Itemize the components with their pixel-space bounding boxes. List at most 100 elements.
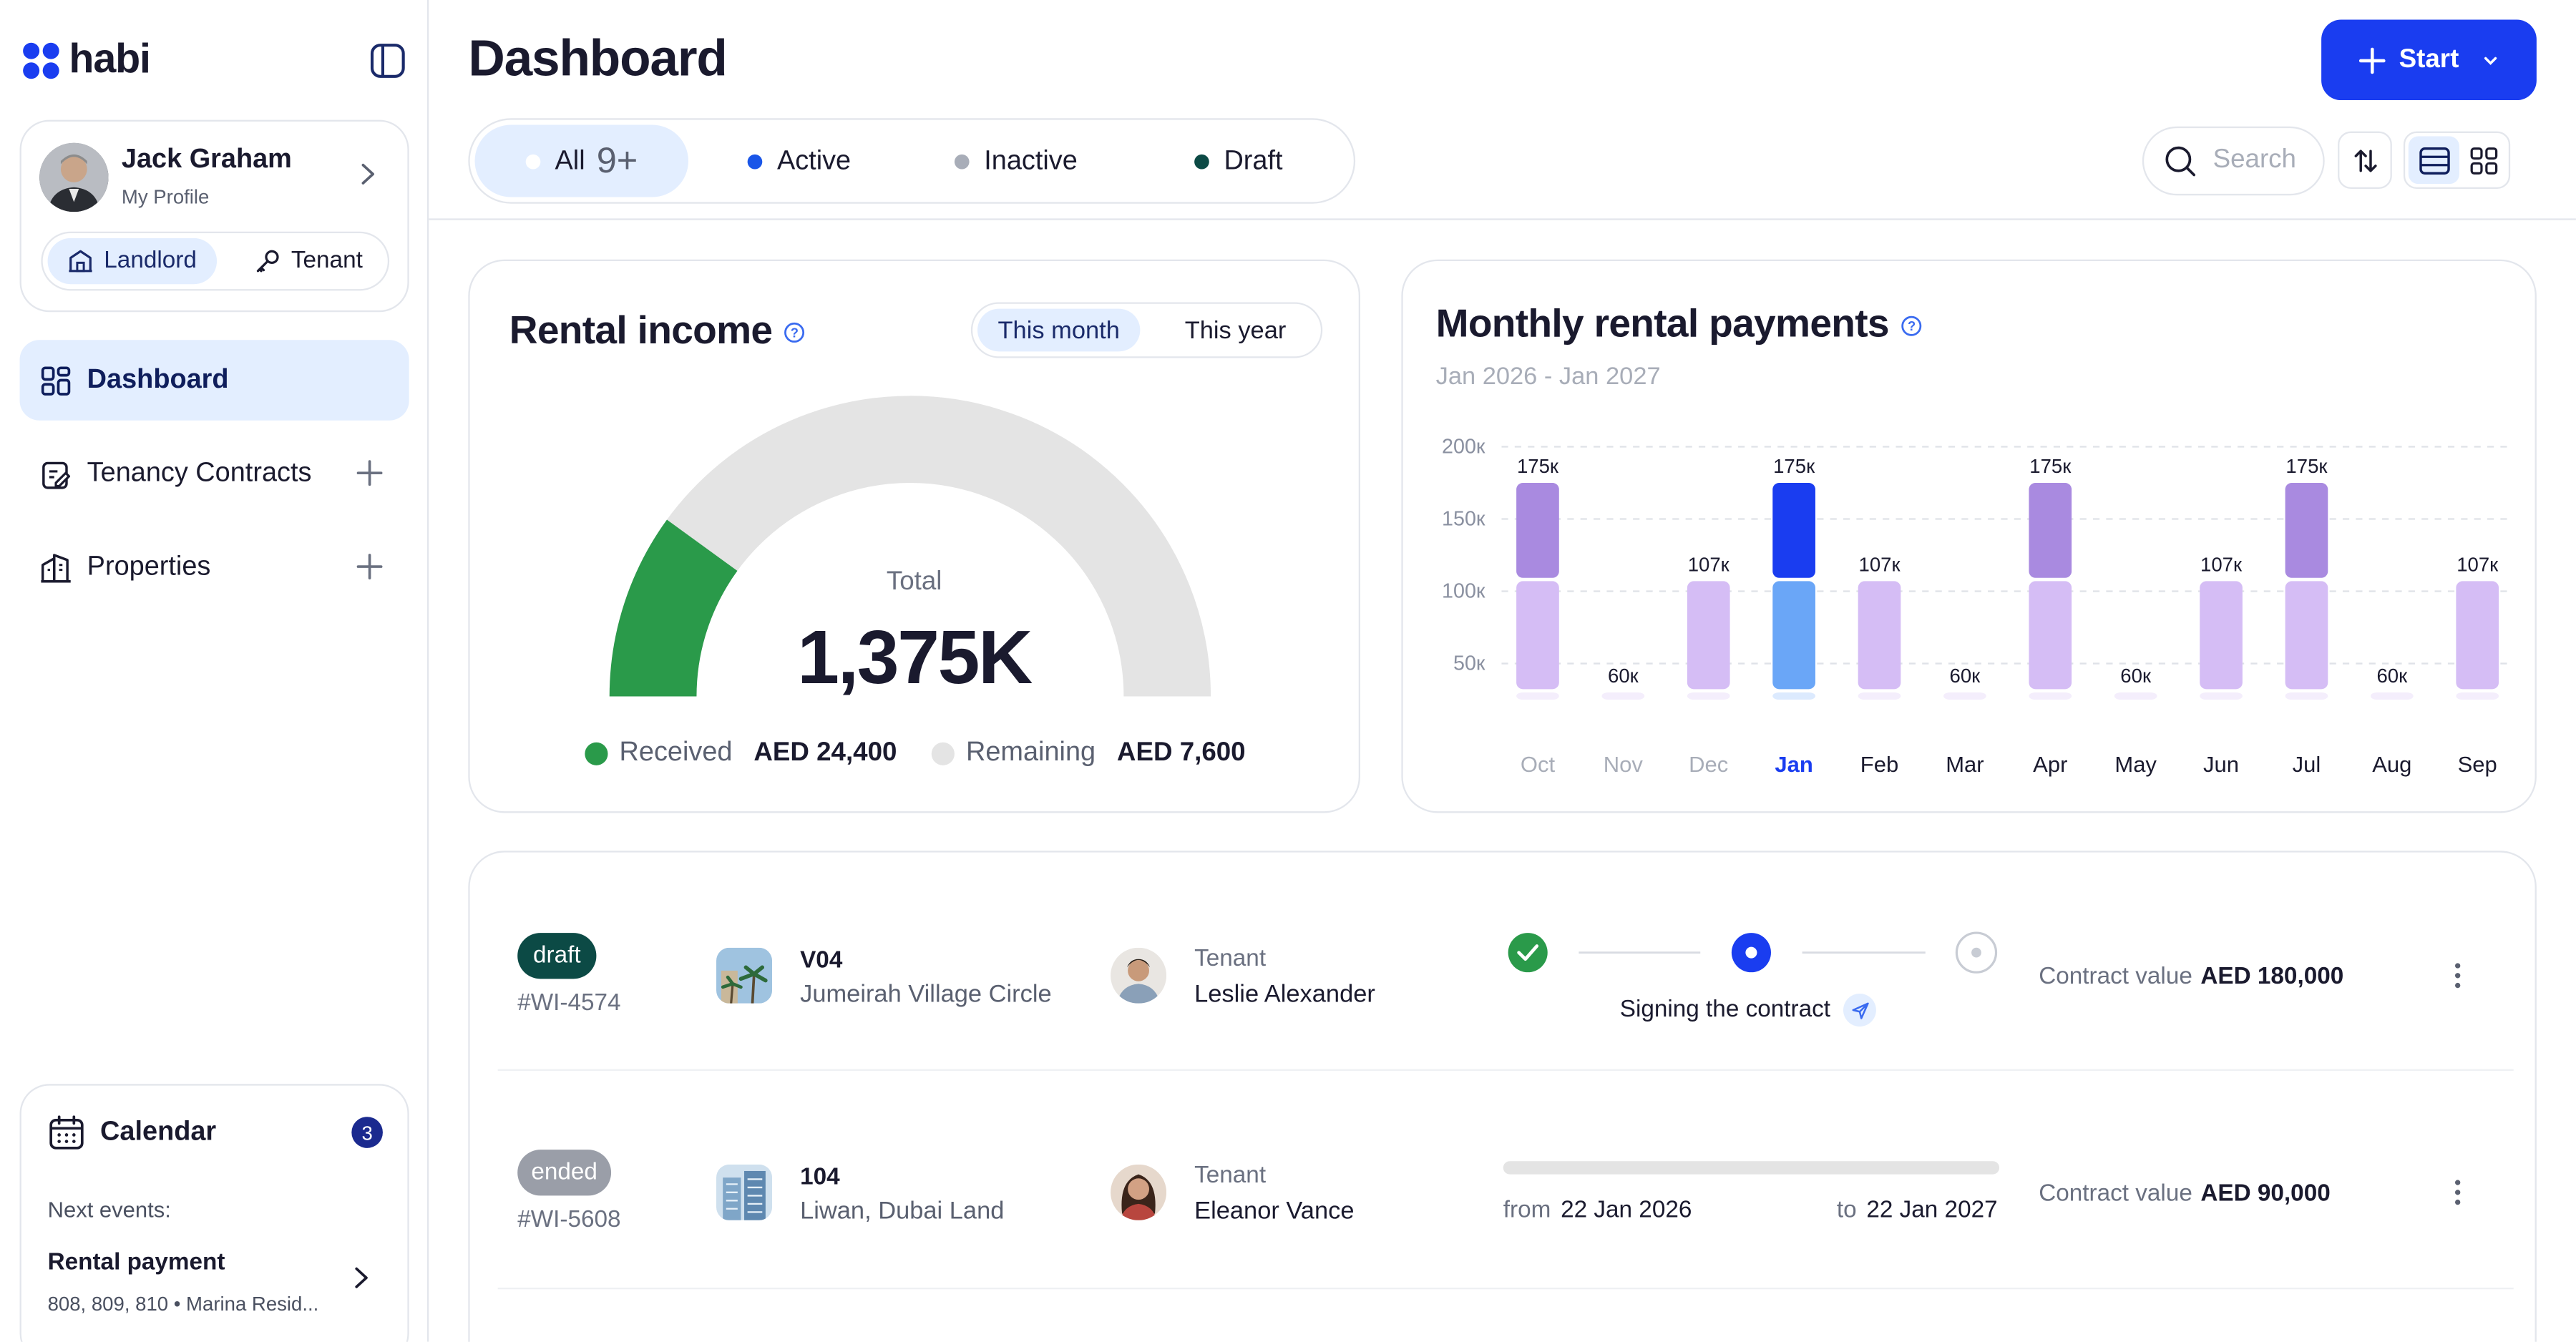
- contracts-list-card: draft #WI-4574 V04 Jumeirah Village Circ…: [468, 851, 2537, 1342]
- legend-received-value: AED 24,400: [753, 738, 897, 767]
- profile-card: Jack Graham My Profile Landlord: [19, 119, 409, 313]
- row-menu-button[interactable]: [2454, 1177, 2461, 1207]
- header-divider: [429, 218, 2576, 220]
- bar-base-segment: [2114, 692, 2157, 700]
- calendar-title[interactable]: Calendar: [100, 1117, 217, 1147]
- property-thumbnail: [716, 947, 773, 1004]
- tenant-name[interactable]: Eleanor Vance: [1194, 1197, 1355, 1225]
- sort-button[interactable]: [2338, 131, 2392, 190]
- contract-value: Contract value AED 180,000: [2039, 964, 2343, 991]
- grid-view-button[interactable]: [2459, 137, 2509, 185]
- sidebar-collapse-button[interactable]: [368, 41, 407, 80]
- filter-tab-active[interactable]: Active: [747, 124, 852, 197]
- bar-value-label: 175к: [2029, 455, 2072, 477]
- start-button[interactable]: Start: [2321, 19, 2537, 101]
- search-placeholder: Search: [2212, 146, 2296, 175]
- bar-value-label: 107к: [2200, 554, 2243, 576]
- filter-tab-all[interactable]: All 9+: [474, 124, 688, 197]
- monthly-payments-heading: Monthly rental payments ?: [1436, 302, 1922, 348]
- search-input[interactable]: Search: [2142, 126, 2325, 196]
- bar-base-segment: [1943, 692, 1986, 700]
- add-contract-plus-icon[interactable]: [356, 460, 383, 486]
- step-current-icon: [1731, 933, 1771, 973]
- avatar[interactable]: [39, 142, 109, 212]
- table-row[interactable]: draft #WI-4574 V04 Jumeirah Village Circ…: [497, 853, 2514, 1071]
- rental-income-title: Rental income: [509, 308, 773, 353]
- info-icon[interactable]: ?: [784, 321, 805, 343]
- list-view-icon: [2419, 146, 2449, 174]
- sidebar: habi Jack Graham My Profile: [0, 0, 429, 1342]
- profile-subtitle: My Profile: [121, 185, 210, 209]
- nav-properties[interactable]: Properties: [20, 527, 409, 607]
- step-pending-icon: [1955, 931, 1998, 974]
- property-location: Liwan, Dubai Land: [800, 1197, 1005, 1225]
- bar-mid-segment: [2456, 581, 2499, 690]
- list-view-button[interactable]: [2408, 136, 2459, 185]
- bar-value-label: 60к: [2376, 665, 2408, 687]
- contract-ref: #WI-5608: [517, 1207, 621, 1234]
- x-tick-label: Sep: [2458, 752, 2497, 777]
- tenant-name[interactable]: Leslie Alexander: [1194, 980, 1375, 1009]
- filter-all-dot-icon: [525, 153, 540, 169]
- kebab-menu-icon: [2454, 1180, 2461, 1205]
- calendar-event-title[interactable]: Rental payment: [47, 1250, 225, 1276]
- tenant-portrait-icon: [1111, 947, 1167, 1004]
- filter-tab-draft[interactable]: Draft: [1194, 124, 1283, 197]
- monthly-payments-title: Monthly rental payments: [1435, 302, 1890, 347]
- period-this-month-tab[interactable]: This month: [977, 308, 1141, 352]
- profile-open-button[interactable]: [356, 162, 379, 185]
- send-button[interactable]: [1843, 994, 1877, 1027]
- chevron-right-icon: [355, 1267, 368, 1288]
- brand-logo[interactable]: habi: [20, 36, 151, 84]
- role-tenant-tab[interactable]: Tenant: [237, 238, 381, 284]
- rental-income-gauge: [609, 396, 1211, 697]
- x-tick-label: Mar: [1946, 752, 1984, 777]
- from-date: 22 Jan 2026: [1561, 1197, 1692, 1224]
- bar-base-segment: [1516, 692, 1559, 700]
- tenant-portrait-icon: [1111, 1164, 1167, 1220]
- property-name[interactable]: 104: [800, 1164, 840, 1191]
- nav-dashboard[interactable]: Dashboard: [19, 340, 409, 421]
- nav-tenancy-contracts[interactable]: Tenancy Contracts: [20, 434, 409, 514]
- profile-name[interactable]: Jack Graham: [121, 145, 292, 175]
- bar-top-segment: [1516, 482, 1559, 578]
- row-menu-button[interactable]: [2454, 961, 2461, 990]
- bar-value-label: 60к: [2120, 665, 2152, 687]
- bar-mid-segment: [1687, 581, 1730, 690]
- habi-logo-icon: [23, 41, 59, 79]
- contract-value-amount: AED 180,000: [2200, 964, 2344, 991]
- gauge-received-arc: [609, 519, 738, 697]
- bar-value-label: 107к: [2457, 554, 2499, 576]
- bar-base-segment: [1772, 692, 1815, 700]
- role-toggle: Landlord Tenant: [41, 231, 390, 291]
- filter-tab-inactive[interactable]: Inactive: [954, 124, 1078, 197]
- bar-mid-segment: [2285, 581, 2328, 690]
- property-photo-icon: [716, 1164, 773, 1220]
- info-icon[interactable]: ?: [1901, 315, 1922, 336]
- bar-mid-segment: [2029, 581, 2072, 690]
- bar-base-segment: [2456, 692, 2499, 700]
- filter-active-label: Active: [776, 145, 852, 175]
- nav-properties-label: Properties: [87, 552, 211, 582]
- period-this-year-tab[interactable]: This year: [1184, 315, 1287, 344]
- calendar-event-open-button[interactable]: [350, 1266, 373, 1289]
- table-row[interactable]: ended #WI-5608 104 Liwan, Dubai Land: [497, 1071, 2514, 1290]
- add-property-plus-icon[interactable]: [356, 554, 383, 580]
- bar-base-segment: [1601, 692, 1645, 700]
- nav-tenancy-contracts-label: Tenancy Contracts: [87, 458, 312, 488]
- contract-value-label: Contract value: [2039, 964, 2192, 991]
- x-tick-label: Jul: [2293, 752, 2321, 777]
- key-icon: [257, 250, 280, 273]
- role-landlord-tab[interactable]: Landlord: [47, 237, 218, 285]
- chevron-down-icon: [2484, 56, 2497, 64]
- view-toggle: [2403, 131, 2511, 190]
- tenant-label: Tenant: [1194, 1162, 1267, 1190]
- property-name[interactable]: V04: [800, 947, 843, 974]
- contract-end-date: to 22 Jan 2027: [1837, 1197, 1998, 1224]
- x-tick-label: Feb: [1860, 752, 1898, 777]
- filter-inactive-label: Inactive: [984, 145, 1078, 175]
- x-tick-label: Oct: [1521, 752, 1556, 777]
- dashboard-icon: [41, 366, 71, 395]
- bar-top-segment: [2285, 482, 2328, 578]
- bar-mid-segment: [1516, 581, 1559, 690]
